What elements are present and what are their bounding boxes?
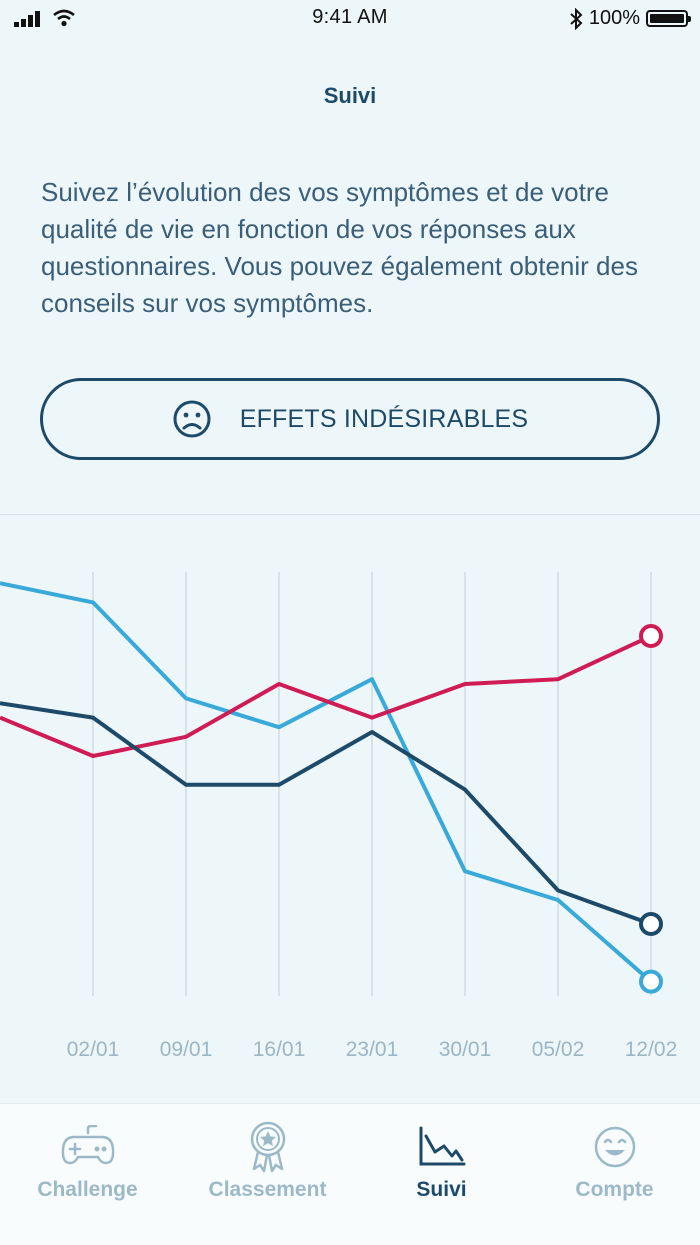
x-tick-label: 09/01 [160, 1038, 213, 1061]
tab-classement-label: Classement [208, 1178, 327, 1201]
tab-bar: Challenge Classement Suivi [0, 1103, 700, 1245]
tab-classement[interactable]: Classement [180, 1104, 355, 1245]
page-title: Suivi [323, 83, 377, 108]
symptom-chart: 02/01 09/01 16/01 23/01 30/01 05/02 12/02 [0, 572, 678, 1061]
tab-compte-label: Compte [575, 1178, 654, 1201]
x-tick-label: 30/01 [439, 1038, 492, 1061]
tab-compte[interactable]: Compte [527, 1104, 700, 1245]
side-effects-button-label: EFFETS INDÉSIRABLES [239, 404, 529, 433]
series-end-marker-0[interactable] [639, 969, 663, 994]
x-tick-label: 05/02 [532, 1038, 585, 1061]
award-icon [250, 1121, 285, 1173]
series-end-marker-1[interactable] [639, 624, 663, 648]
side-effects-button[interactable]: EFFETS INDÉSIRABLES [40, 378, 660, 460]
sad-face-icon [173, 400, 211, 438]
series-line-0 [0, 581, 653, 984]
smiley-icon [594, 1126, 635, 1168]
battery-icon [646, 10, 691, 27]
series-end-marker-2[interactable] [639, 912, 663, 936]
wifi-icon [53, 9, 75, 27]
tab-suivi[interactable]: Suivi [354, 1104, 529, 1245]
chart-icon [419, 1126, 465, 1166]
divider [0, 514, 700, 515]
x-tick-label: 16/01 [253, 1038, 306, 1061]
tab-challenge-label: Challenge [37, 1178, 138, 1201]
gamepad-icon [61, 1125, 114, 1165]
x-tick-label: 12/02 [625, 1038, 678, 1061]
status-bar: 9:41 AM 100% [0, 0, 700, 40]
series-line-1 [0, 634, 652, 758]
tab-suivi-label: Suivi [416, 1178, 467, 1201]
bluetooth-icon [570, 7, 583, 30]
tab-challenge[interactable]: Challenge [0, 1104, 175, 1245]
battery-percentage: 100% [588, 7, 640, 29]
intro-text: Suivez l’évolution des vos symptômes et … [41, 177, 638, 318]
status-time: 9:41 AM [312, 6, 388, 28]
series-line-2 [0, 701, 652, 926]
x-tick-label: 23/01 [346, 1038, 399, 1061]
signal-icon [14, 11, 40, 27]
x-tick-label: 02/01 [67, 1038, 120, 1061]
